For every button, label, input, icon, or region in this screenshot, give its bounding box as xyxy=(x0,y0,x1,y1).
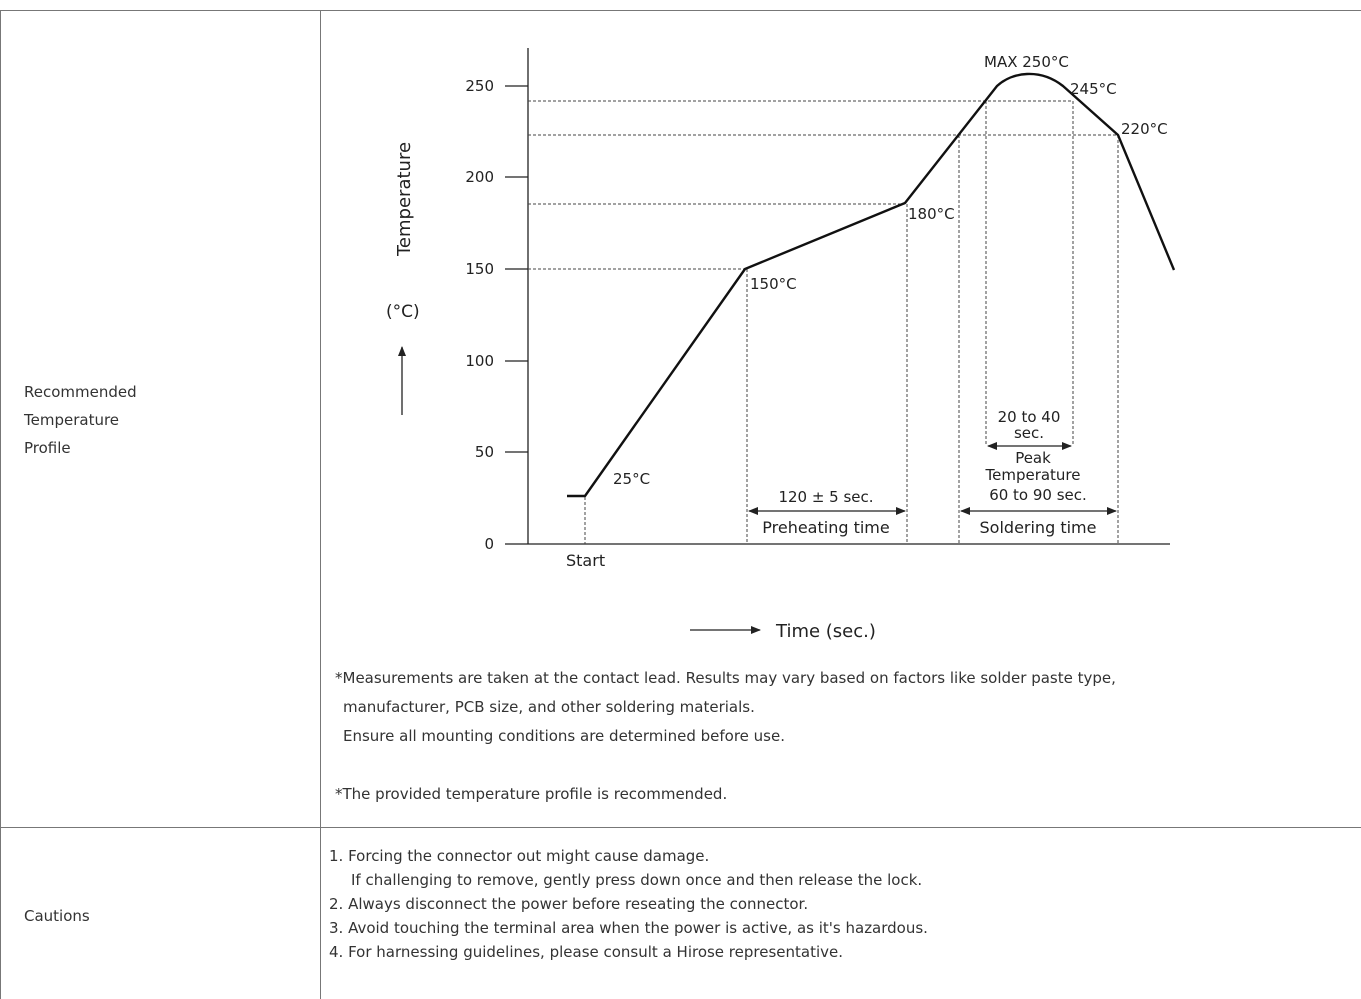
table-left-border xyxy=(0,10,1,999)
label-245c: 245°C xyxy=(1070,80,1117,98)
table-top-border xyxy=(0,10,1361,11)
peak-duration-line1: 20 to 40 xyxy=(998,408,1061,426)
peak-duration-line2: sec. xyxy=(1014,424,1044,442)
label-max-250c: MAX 250°C xyxy=(984,53,1069,71)
caution-item: 2. Always disconnect the power before re… xyxy=(329,895,809,913)
row-label-line: Temperature xyxy=(24,411,120,429)
row-label-temperature-profile: Recommended Temperature Profile xyxy=(24,378,137,462)
y-ticks: 0 50 100 150 200 250 xyxy=(465,77,528,553)
y-tick-label: 0 xyxy=(484,535,494,553)
label-180c: 180°C xyxy=(908,205,955,223)
caution-item-continuation: If challenging to remove, gently press d… xyxy=(351,871,923,889)
guide-lines xyxy=(528,100,1119,544)
preheat-label: Preheating time xyxy=(762,518,889,537)
note-line: manufacturer, PCB size, and other solder… xyxy=(343,698,755,716)
y-axis-label: Temperature xyxy=(394,142,415,257)
label-25c: 25°C xyxy=(613,470,650,488)
y-axis-unit: (°C) xyxy=(386,302,420,322)
temperature-profile-line xyxy=(567,72,1176,498)
cautions-list: 1. Forcing the connector out might cause… xyxy=(329,844,1349,964)
chart-svg: 0 50 100 150 200 250 xyxy=(386,48,1176,642)
y-tick-label: 100 xyxy=(465,352,494,370)
caution-item: 3. Avoid touching the terminal area when… xyxy=(329,919,928,937)
y-tick-label: 50 xyxy=(475,443,494,461)
y-tick-label: 150 xyxy=(465,260,494,278)
soldering-duration-text: 60 to 90 sec. xyxy=(989,486,1087,504)
row-label-line: Profile xyxy=(24,439,71,457)
measurement-notes: *Measurements are taken at the contact l… xyxy=(335,664,1345,809)
soldering-label: Soldering time xyxy=(980,518,1097,537)
note-line: *Measurements are taken at the contact l… xyxy=(335,669,1116,687)
note-line: *The provided temperature profile is rec… xyxy=(335,785,728,803)
caution-item: 1. Forcing the connector out might cause… xyxy=(329,847,710,865)
row-label-cautions: Cautions xyxy=(24,902,90,930)
column-divider xyxy=(320,10,321,999)
peak-label-line2: Temperature xyxy=(984,466,1080,484)
label-220c: 220°C xyxy=(1121,120,1168,138)
caution-item: 4. For harnessing guidelines, please con… xyxy=(329,943,844,961)
label-150c: 150°C xyxy=(750,275,797,293)
preheat-duration-text: 120 ± 5 sec. xyxy=(778,488,873,506)
x-axis-label: Time (sec.) xyxy=(775,621,876,642)
note-spacer xyxy=(335,751,1345,780)
peak-label-line1: Peak xyxy=(1015,449,1051,467)
point-labels: 25°C 150°C 180°C MAX 250°C 245°C 220°C xyxy=(613,53,1168,488)
row-divider xyxy=(0,827,1361,828)
y-tick-label: 200 xyxy=(465,168,494,186)
note-line: Ensure all mounting conditions are deter… xyxy=(343,727,785,745)
temperature-profile-chart: 0 50 100 150 200 250 xyxy=(322,0,1361,660)
row-label-line: Recommended xyxy=(24,383,137,401)
y-tick-label: 250 xyxy=(465,77,494,95)
row-label-line: Cautions xyxy=(24,907,90,925)
x-start-label: Start xyxy=(566,551,605,570)
